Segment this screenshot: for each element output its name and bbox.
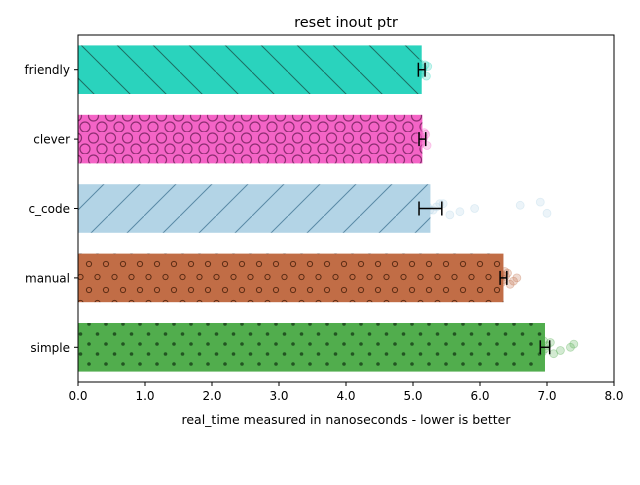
bar-c-code — [78, 184, 431, 233]
x-axis-label: real_time measured in nanoseconds - lowe… — [181, 412, 511, 427]
x-tick-label: 5.0 — [403, 389, 422, 403]
error-bar-simple — [539, 340, 551, 355]
x-tick-label: 4.0 — [336, 389, 355, 403]
error-bar-manual — [499, 270, 508, 285]
x-tick-label: 7.0 — [537, 389, 556, 403]
sample-point — [542, 208, 552, 218]
x-axis: 0.0 1.0 2.0 3.0 4.0 5.0 6.0 7.0 8.0 — [68, 382, 624, 403]
sample-point — [515, 200, 525, 210]
x-tick-label: 3.0 — [269, 389, 288, 403]
y-tick-label: simple — [30, 341, 70, 355]
bar-clever — [78, 114, 423, 164]
x-tick-label: 2.0 — [202, 389, 221, 403]
sample-point — [415, 58, 425, 68]
sample-point — [470, 204, 480, 213]
sample-point — [435, 199, 445, 209]
sample-point — [512, 273, 522, 283]
sample-point — [419, 128, 429, 138]
chart-title: reset inout ptr — [294, 15, 398, 31]
sample-point — [445, 210, 455, 220]
error-bars-layer — [417, 62, 551, 355]
sample-point — [566, 342, 575, 352]
x-tick-label: 8.0 — [604, 389, 623, 403]
bars-layer — [78, 45, 545, 372]
error-bar-clever — [418, 132, 427, 147]
sample-point — [420, 208, 430, 218]
y-tick-label: manual — [25, 271, 70, 285]
sample-point — [556, 346, 565, 355]
sample-point — [569, 339, 579, 349]
y-tick-label: friendly — [24, 63, 70, 77]
x-tick-label: 0.0 — [68, 389, 87, 403]
y-tick-label: clever — [33, 133, 70, 147]
sample-point — [500, 267, 510, 276]
x-tick-label: 6.0 — [470, 389, 489, 403]
sample-point — [423, 202, 433, 212]
bar-manual — [78, 253, 504, 303]
error-bar-friendly — [417, 62, 426, 77]
bar-simple — [78, 323, 545, 372]
y-tick-label: c_code — [28, 202, 70, 216]
sample-point — [509, 276, 518, 286]
sample-point — [535, 197, 545, 207]
bar-friendly — [78, 45, 422, 94]
x-tick-label: 1.0 — [135, 389, 154, 403]
error-bar-c-code — [418, 201, 443, 216]
sample-point — [455, 207, 465, 217]
